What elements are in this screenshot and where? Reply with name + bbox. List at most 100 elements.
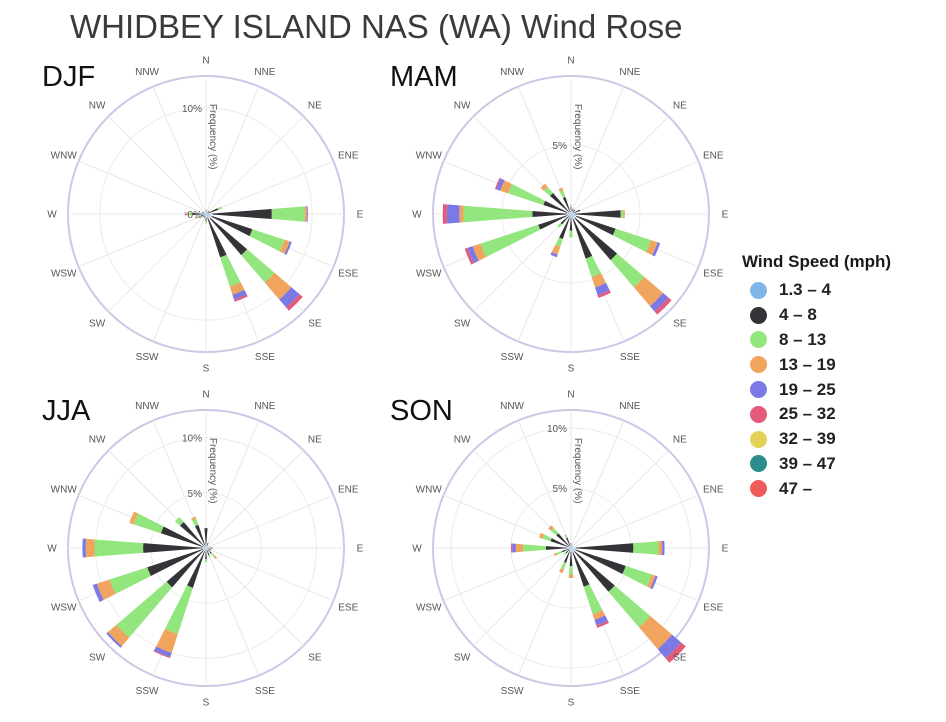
grid-spoke — [205, 547, 334, 602]
bar-segment — [496, 178, 505, 191]
bar-segment — [652, 242, 661, 257]
bar-segment — [192, 518, 199, 527]
grid-spoke — [473, 547, 572, 646]
bar-segment — [574, 217, 618, 261]
grid-spoke — [517, 420, 572, 549]
bar-segment — [608, 585, 651, 628]
direction-label: NW — [454, 435, 471, 446]
grid-spoke — [205, 547, 260, 676]
direction-label: NNE — [619, 67, 640, 78]
bar-segment — [633, 276, 664, 307]
bar-segment — [232, 289, 247, 300]
bar-segment — [85, 538, 95, 558]
bar-segment — [185, 212, 189, 216]
bar-segment — [205, 209, 207, 212]
bar-segment — [192, 212, 204, 216]
bar-segment — [206, 549, 210, 556]
grid-spoke — [78, 160, 207, 215]
bar-segment — [560, 561, 567, 570]
direction-label: N — [202, 390, 209, 401]
direction-label: SSE — [620, 352, 640, 363]
bar-segment — [564, 534, 568, 539]
legend-item[interactable]: 47 – — [742, 476, 891, 501]
bar-segment — [559, 217, 570, 239]
bar-segment — [203, 548, 206, 551]
bar-segment — [213, 555, 217, 559]
bar-segment — [555, 237, 563, 247]
bar-segment — [568, 214, 571, 217]
bar-segment — [187, 550, 205, 588]
legend-swatch — [750, 480, 767, 498]
legend-item[interactable]: 25 – 32 — [742, 402, 891, 427]
bar-segment — [494, 177, 501, 190]
legend-label: 1.3 – 4 — [779, 280, 831, 300]
direction-label: SSE — [255, 686, 275, 697]
legend-items: 1.3 – 4 4 – 8 8 – 13 13 – 19 19 – 25 25 – 32 3… — [742, 278, 891, 501]
bar-segment — [202, 548, 206, 550]
bar-segment — [568, 211, 571, 214]
grid-spoke — [570, 160, 699, 215]
direction-label: NW — [89, 101, 106, 112]
legend-item[interactable]: 8 – 13 — [742, 328, 891, 353]
direction-label: SSW — [136, 686, 159, 697]
legend-label: 25 – 32 — [779, 404, 836, 424]
direction-label: E — [357, 210, 364, 221]
bar-segment — [467, 246, 479, 264]
bar-segment — [508, 184, 546, 205]
bar-segment — [206, 214, 208, 219]
legend-label: 39 – 47 — [779, 453, 836, 473]
bar-segment — [567, 547, 571, 549]
legend-item[interactable]: 32 – 39 — [742, 427, 891, 452]
bar-segment — [575, 543, 634, 553]
legend-item[interactable]: 1.3 – 4 — [742, 278, 891, 303]
radial-axis-title: Frequency (%) — [207, 104, 218, 170]
bar-segment — [540, 183, 548, 191]
legend-item[interactable]: 4 – 8 — [742, 303, 891, 328]
bar-segment — [206, 547, 209, 548]
bar-segment — [201, 212, 205, 214]
bar-segment — [558, 187, 564, 192]
bar-segment — [197, 215, 202, 218]
bar-segment — [585, 255, 601, 277]
direction-label: WSW — [51, 268, 77, 279]
bar-segment — [211, 215, 253, 237]
bar-segment — [545, 546, 568, 550]
bar-segment — [107, 624, 130, 647]
legend-item[interactable]: 19 – 25 — [742, 377, 891, 402]
bar-segment — [195, 524, 206, 547]
bar-segment — [543, 186, 554, 197]
radial-tick-label: 10% — [182, 104, 202, 115]
bar-segment — [160, 526, 204, 547]
grid-spoke — [205, 494, 334, 549]
direction-label: W — [412, 210, 422, 221]
bar-segment — [572, 209, 576, 213]
bar-segment — [500, 180, 512, 194]
bar-segment — [591, 273, 606, 288]
direction-label: S — [203, 364, 210, 375]
bar-segment — [569, 216, 573, 231]
direction-label: SE — [673, 652, 687, 663]
bar-segment — [570, 548, 572, 552]
bar-segment — [596, 620, 609, 628]
grid-spoke — [205, 450, 304, 549]
legend-item[interactable]: 13 – 19 — [742, 352, 891, 377]
bar-segment — [463, 205, 533, 223]
bar-segment — [658, 541, 663, 555]
bar-segment — [209, 217, 248, 256]
bar-segment — [204, 548, 206, 552]
legend-label: 4 – 8 — [779, 305, 817, 325]
legend-item[interactable]: 39 – 47 — [742, 452, 891, 477]
bar-segment — [560, 215, 570, 225]
chart-title: WHIDBEY ISLAND NAS (WA) Wind Rose — [70, 8, 683, 45]
bar-segment — [204, 546, 206, 548]
bar-segment — [129, 511, 139, 525]
grid-spoke — [570, 116, 669, 215]
legend-label: 19 – 25 — [779, 379, 836, 399]
bar-segment — [217, 206, 223, 211]
direction-label: SSW — [136, 352, 159, 363]
bar-segment — [567, 546, 571, 548]
bar-segment — [556, 550, 563, 556]
bar-segment — [206, 211, 207, 214]
bar-segment — [206, 214, 213, 217]
bar-segment — [575, 549, 626, 575]
